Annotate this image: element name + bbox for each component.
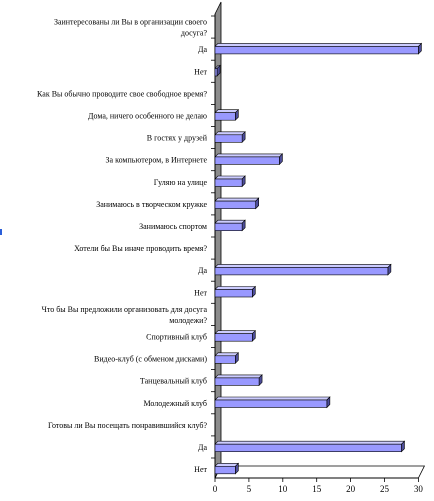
bar [214,355,236,364]
category-label: Нет [194,67,207,76]
bar [214,399,328,408]
category-label: Да [198,266,207,275]
category-label: Да [198,443,207,452]
bar [214,178,243,187]
bar-top [214,396,331,401]
category-label: Нет [194,288,207,297]
bar-top [214,131,246,136]
bar [214,112,236,121]
category-label: За компьютером, в Интернете [106,156,208,165]
category-label: Нет [194,465,207,474]
bar [214,222,243,231]
bar [214,333,253,342]
bar-top [214,352,240,357]
category-label: В гостях у друзей [147,134,208,143]
bar [214,200,256,209]
bar [214,134,243,143]
category-label: Заинтересованы ли Вы в организации своег… [54,18,207,27]
bar-top [214,197,260,202]
category-label: Гуляю на улице [154,178,208,187]
bar-top [214,219,246,224]
category-label: Занимаюсь спортом [139,222,207,231]
bar [214,465,236,475]
edge-marker [0,229,2,235]
bar-top [214,43,423,47]
category-label: Видео-клуб (с обменом дисками) [94,355,207,364]
x-tick-label: 10 [278,484,288,494]
bar [214,156,280,165]
bar [214,443,402,453]
x-tick-label: 20 [346,484,356,494]
category-label: Занимаюсь в творческом кружке [96,200,207,209]
bar-top [214,175,246,180]
x-tick-label: 30 [414,484,424,494]
category-label: Хотели бы Вы иначе проводить время? [74,244,207,253]
bar-top [214,109,240,113]
x-tick-label: 5 [247,484,252,494]
bar [214,377,260,386]
bar-top [214,374,263,379]
chart-floor [214,465,426,479]
category-label: Что бы Вы предложили организовать для до… [42,305,208,314]
category-label: Спортивный клуб [146,332,207,341]
category-label: Молодежный клуб [144,399,208,408]
category-label: Дома, ничего особенного не делаю [88,111,207,120]
bar [214,68,218,77]
category-label: Танцевальный клуб [140,377,207,386]
bar-top [214,153,284,158]
bar-top [214,440,406,445]
category-label: молодежи? [169,316,207,325]
bar [214,289,253,298]
bar-top [214,462,240,467]
bar [214,267,389,276]
category-label: Да [198,45,207,54]
bar-top [214,330,257,335]
category-label: Готовы ли Вы посещать понравившийся клуб… [48,421,207,430]
x-tick-label: 15 [312,484,322,494]
bar-top [214,264,392,268]
category-label: досуга? [181,29,208,38]
category-label: Как Вы обычно проводите свое свободное в… [37,89,207,98]
x-tick-label: 0 [213,484,218,494]
bar [214,46,419,55]
bar-top [214,286,257,290]
x-tick-label: 25 [380,484,390,494]
